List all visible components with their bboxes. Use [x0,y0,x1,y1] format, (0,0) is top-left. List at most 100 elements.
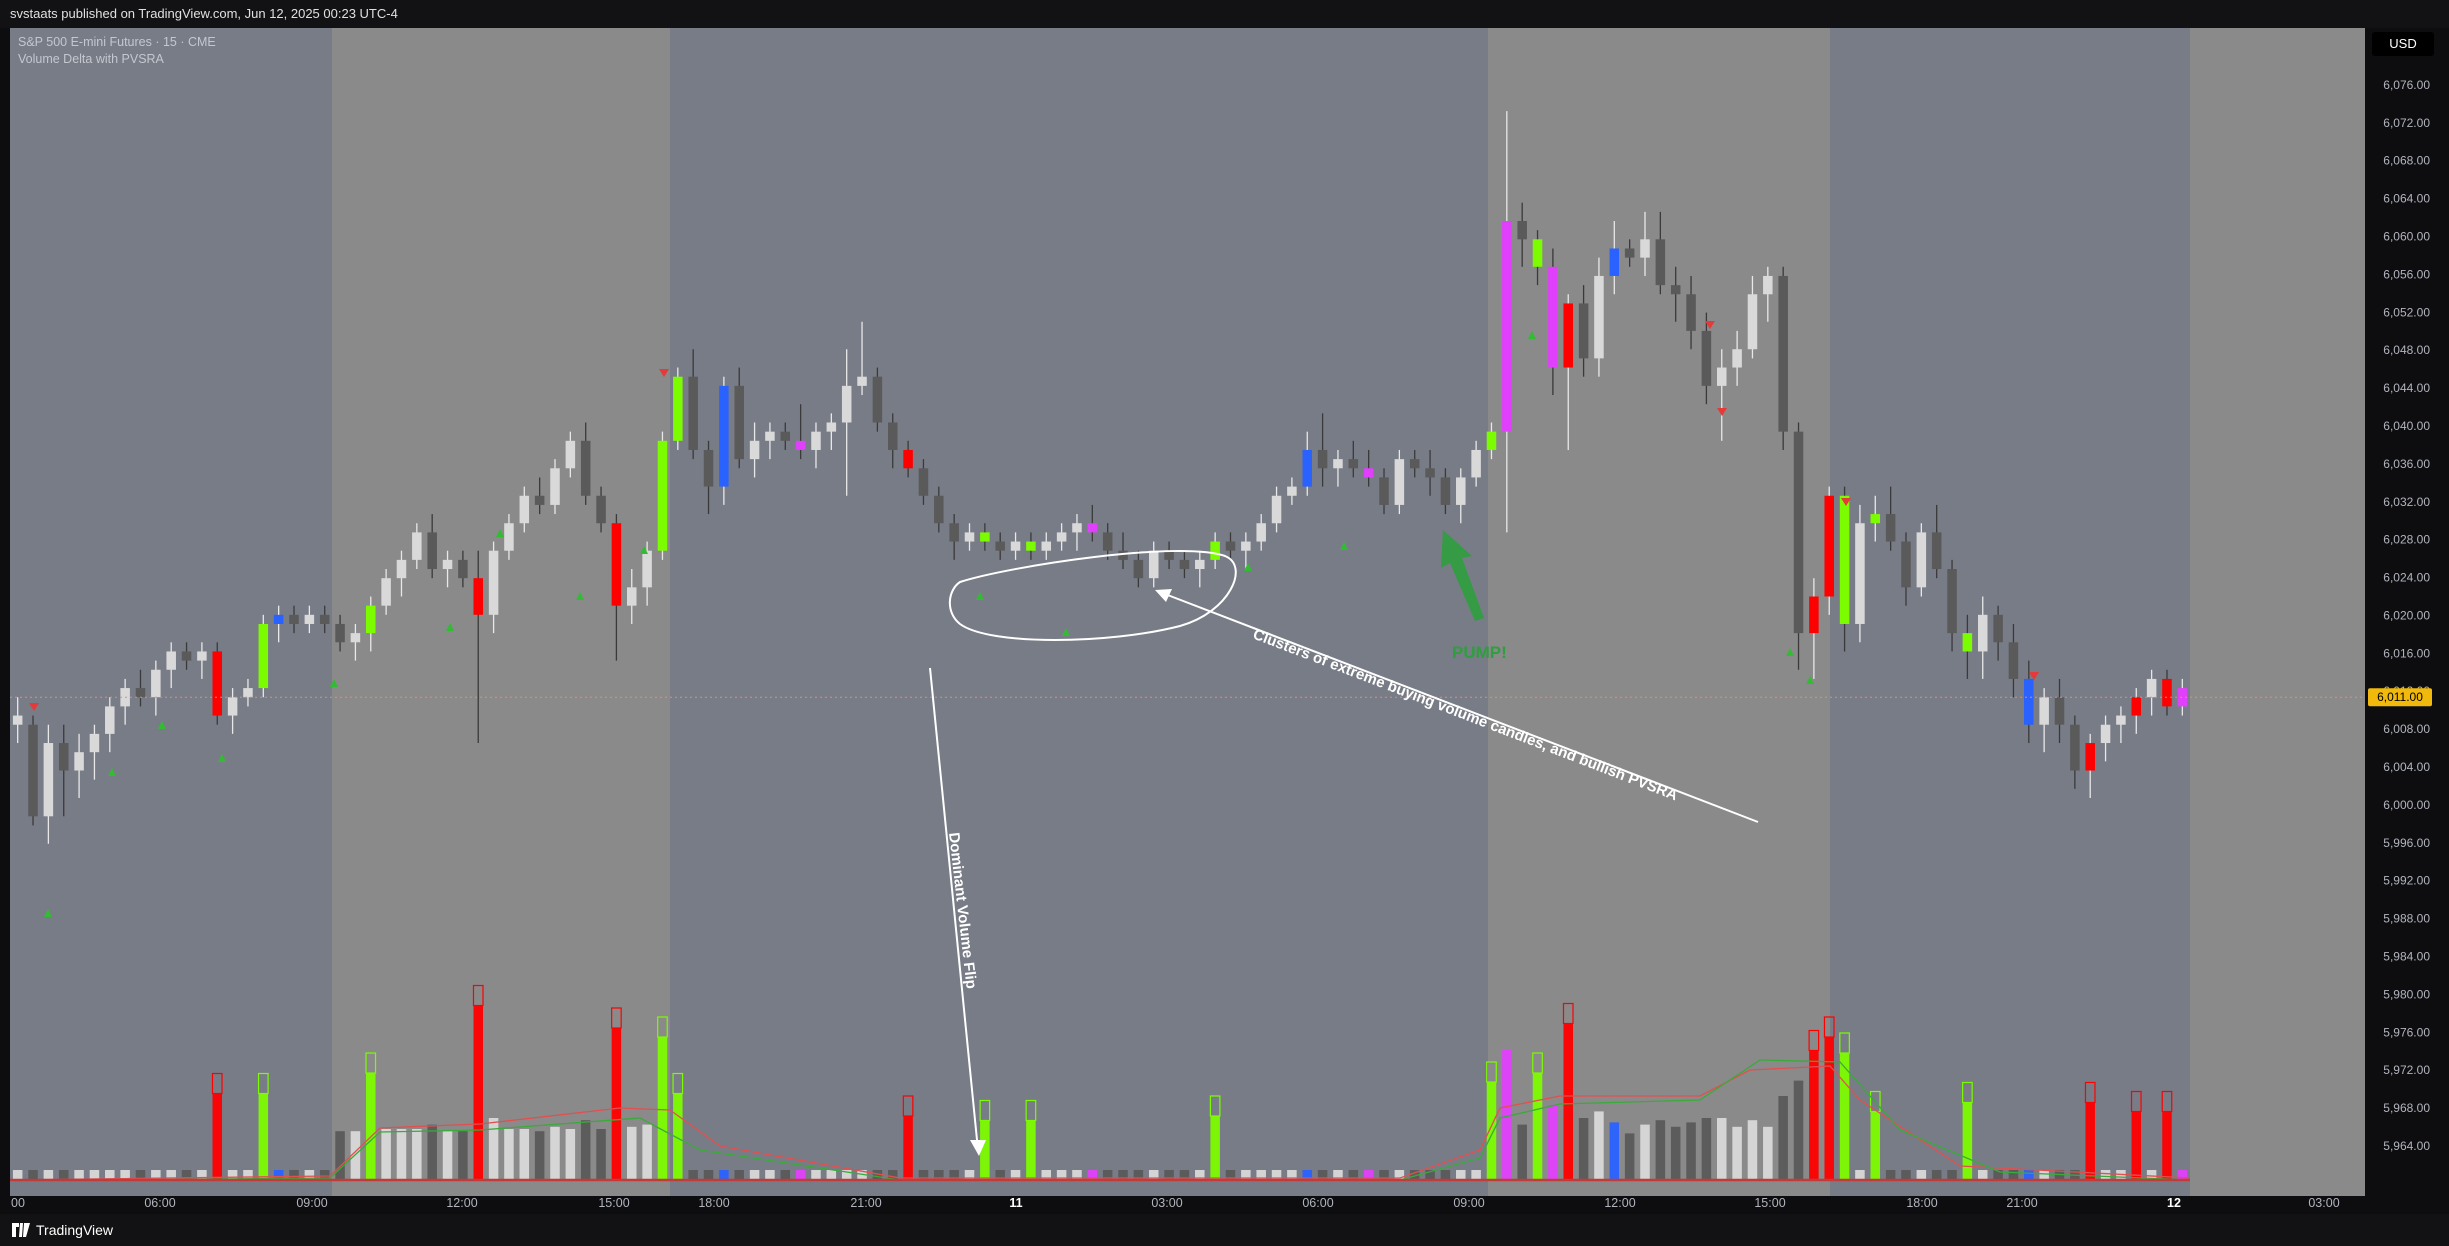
candle-body [1670,285,1681,295]
session-shade [332,28,670,1196]
candle-body [1855,523,1865,624]
candle-body [2039,697,2049,725]
pump-arrow-icon [1441,530,1484,621]
indicator-title: Volume Delta with PVSRA [18,52,164,66]
x-tick-label: 00 [11,1196,25,1210]
x-tick-label: 12 [2167,1196,2181,1210]
price-axis [2365,28,2449,1196]
flip-arrow-line [929,667,979,1151]
volume-bar [2024,1170,2034,1180]
volume-bar [1916,1170,1927,1180]
volume-bar [1517,1124,1527,1180]
volume-bar [151,1170,161,1180]
volume-bar [1102,1170,1113,1180]
volume-bar [1179,1170,1190,1180]
volume-bar [258,1093,269,1180]
volume-bar [1594,1111,1604,1180]
volume-delta-outline [1486,1061,1497,1083]
volume-bar [949,1170,959,1180]
volume-bar [273,1170,284,1180]
candle-body [442,559,453,570]
flip-arrowhead [970,1140,986,1156]
volume-bar [841,1170,852,1180]
volume-delta-outline [611,1007,622,1029]
candle-body [28,724,38,817]
buy-signal-icon [218,754,226,762]
volume-bar [1486,1082,1497,1180]
candle-body [135,688,146,698]
publisher-bar: svstaats published on TradingView.com, J… [0,0,2449,28]
volume-bar [1333,1170,1343,1180]
candle-body [350,633,361,643]
candle-body [1179,559,1190,570]
volume-bar [918,1170,929,1180]
volume-bar [1655,1120,1666,1180]
candle-body [857,376,867,386]
candle-body [1701,330,1712,386]
candle-body [1256,523,1266,542]
volume-bar [719,1170,729,1180]
buy-signal-icon [1528,331,1536,339]
sell-signal-icon [659,369,669,377]
currency-button[interactable]: USD [2372,32,2434,56]
volume-bar [1793,1080,1804,1180]
volume-bar [550,1126,560,1180]
x-tick-label: 06:00 [1302,1196,1333,1210]
candle-body [1072,523,1082,533]
candle-body [58,743,69,771]
sell-signal-icon [1841,498,1851,506]
y-tick-label: 6,016.00 [2383,646,2430,660]
annotation-pump-text: PUMP! [1452,643,1507,662]
y-tick-label: 5,996.00 [2383,836,2430,850]
y-tick-label: 6,064.00 [2383,192,2430,206]
last-price-badge [2368,688,2432,707]
last-price-label: 6,011.00 [2377,690,2423,704]
buy-signal-icon [446,623,454,631]
candle-body [2116,715,2126,725]
volume-delta-outline [211,1072,223,1095]
candle-body [1379,477,1389,505]
candle-body [1793,431,1804,634]
buy-signal-icon [496,529,504,537]
volume-bar [627,1126,637,1180]
candle-body [1977,614,1988,652]
y-tick-label: 6,032.00 [2383,495,2430,509]
volume-bar [703,1170,714,1180]
volume-bar [427,1124,437,1180]
y-tick-label: 6,024.00 [2383,571,2430,585]
volume-bar [872,1170,883,1180]
annotation-arrowhead [1155,589,1172,602]
x-tick-label: 09:00 [1453,1196,1484,1210]
volume-bar [1931,1170,1942,1180]
volume-bar [1701,1118,1712,1180]
buy-signal-icon [976,592,984,600]
volume-bar [1348,1170,1359,1180]
volume-bar [1363,1170,1374,1180]
candle-body [627,587,637,606]
candle-body [1717,367,1727,386]
volume-delta-outline [1209,1095,1221,1117]
volume-bar [335,1131,345,1180]
price-chart[interactable]: 6,080.006,076.006,072.006,068.006,064.00… [0,0,2449,1214]
candle-body [289,614,299,624]
candle-body [89,733,100,753]
volume-bar [12,1170,23,1180]
candle-body [1763,275,1773,295]
volume-bar [611,1028,622,1180]
candle-body [1363,468,1374,478]
candle-body [1026,541,1036,551]
volume-bar [1302,1170,1313,1180]
candle-body [381,578,391,606]
candle-body [918,468,929,496]
volume-bar [105,1170,115,1180]
brand-name: TradingView [36,1222,114,1238]
volume-bar [534,1131,545,1180]
volume-delta-outline [1562,1002,1574,1025]
candle-body [1087,523,1098,533]
volume-bar [1563,1023,1573,1180]
sell-signal-icon [1705,321,1715,329]
candle-body [1041,541,1052,551]
candle-body [273,614,284,624]
volume-bar [1471,1170,1481,1180]
volume-bar [1640,1124,1650,1180]
